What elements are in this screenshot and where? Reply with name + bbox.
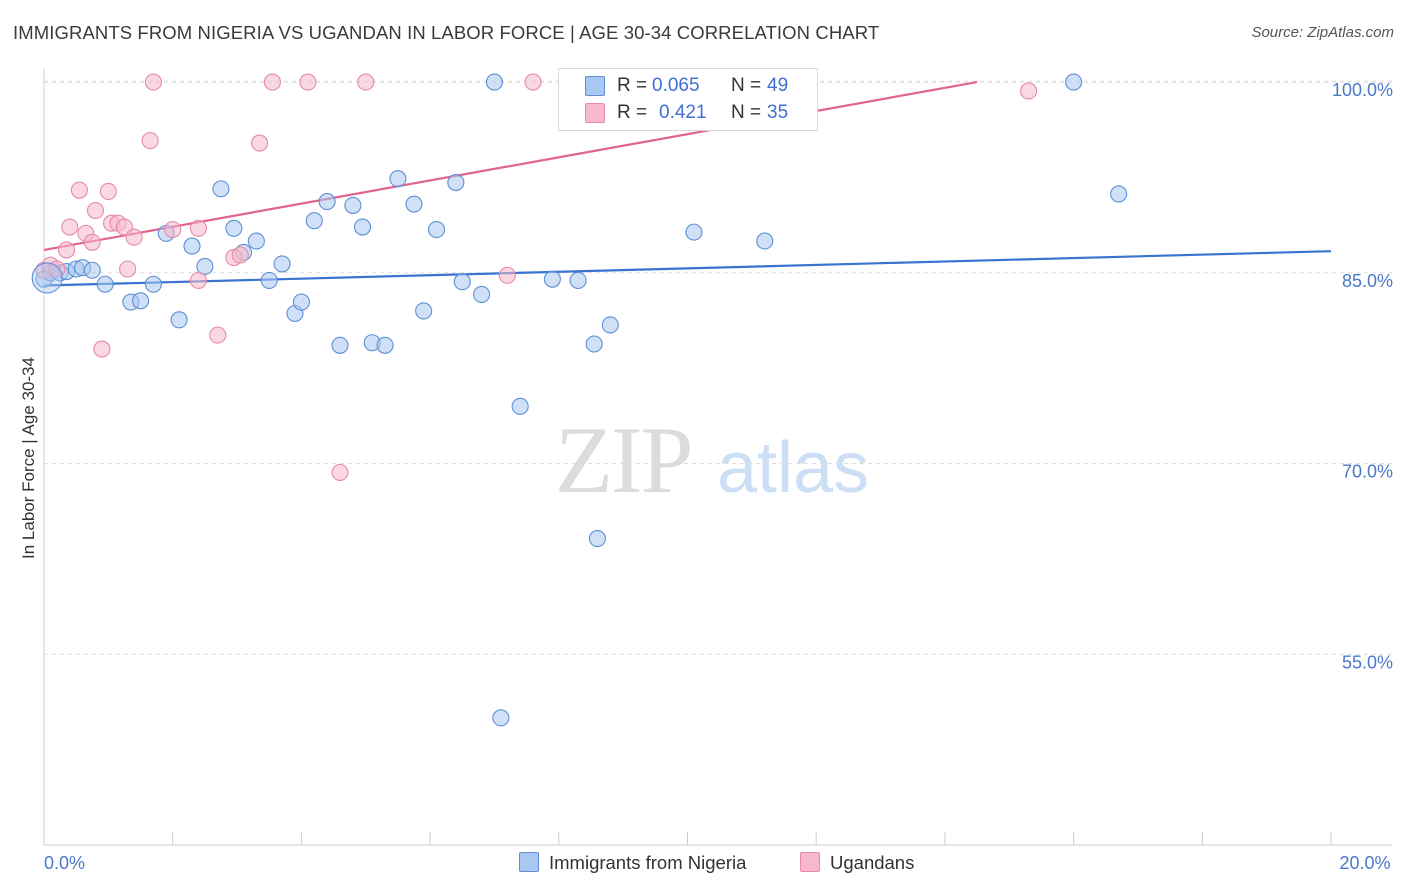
nigeria-point: [389, 170, 407, 188]
y-tick-label: 55.0%: [1342, 652, 1393, 672]
nigeria-point: [144, 275, 162, 293]
nigeria-point: [170, 311, 188, 329]
ugandans-point: [86, 201, 105, 220]
nigeria-point: [305, 212, 323, 230]
ugandans-point: [164, 221, 182, 239]
ugandans-point: [498, 266, 516, 284]
ugandans-point: [209, 326, 227, 344]
nigeria-point: [353, 218, 372, 236]
nigeria-point: [183, 237, 201, 255]
trend-line: [43, 250, 1332, 287]
y-axis-label: In Labor Force | Age 30-34: [19, 357, 38, 559]
bottom-legend-swatch-nigeria: [519, 852, 539, 872]
nigeria-point: [585, 335, 603, 353]
ugandans-point: [61, 218, 79, 236]
legend-n-value: 35: [767, 102, 789, 123]
nigeria-point: [588, 530, 606, 548]
x-tick-label: 0.0%: [44, 853, 85, 873]
ugandans-point: [189, 219, 207, 237]
nigeria-point: [485, 73, 504, 91]
nigeria-point: [212, 180, 230, 198]
bottom-legend-label-nigeria: Immigrants from Nigeria: [549, 852, 747, 873]
legend-r-value: 0.065: [652, 75, 700, 96]
ugandans-point: [263, 73, 281, 91]
nigeria-point: [415, 302, 433, 320]
nigeria-point: [447, 173, 465, 192]
legend-n-value: 49: [767, 75, 789, 96]
nigeria-point: [427, 221, 446, 239]
chart-title: IMMIGRANTS FROM NIGERIA VS UGANDAN IN LA…: [13, 22, 880, 43]
ugandans-point: [144, 73, 162, 91]
nigeria-point: [225, 219, 243, 237]
y-tick-label: 85.0%: [1342, 271, 1393, 291]
nigeria-point: [318, 193, 336, 211]
nigeria-point: [273, 255, 291, 273]
correlation-legend: R = 0.065 N = 49 R = 0.421 N = 35: [558, 68, 818, 131]
bottom-legend-ugandans[interactable]: Ugandans: [800, 852, 914, 874]
ugandans-point: [125, 228, 143, 246]
bottom-legend-swatch-ugandans: [800, 852, 820, 872]
ugandans-point: [119, 260, 137, 278]
nigeria-point: [685, 223, 703, 241]
x-tick-label: 20.0%: [1339, 853, 1390, 873]
nigeria-point: [131, 292, 150, 310]
ugandans-point: [83, 233, 101, 251]
y-tick-label: 100.0%: [1332, 80, 1393, 100]
legend-n-label: N =: [731, 75, 762, 96]
nigeria-point: [344, 196, 362, 214]
y-tick-label: 70.0%: [1342, 462, 1393, 482]
bottom-legend-nigeria[interactable]: Immigrants from Nigeria: [519, 852, 746, 874]
ugandans-point: [141, 132, 159, 150]
ugandans-point: [99, 182, 117, 200]
nigeria-point: [756, 232, 774, 250]
nigeria-point: [96, 275, 114, 293]
ugandans-point: [251, 134, 269, 152]
nigeria-cluster-point: [31, 262, 63, 294]
ugandans-point: [57, 241, 76, 259]
nigeria-point: [601, 316, 619, 334]
nigeria-point: [511, 397, 529, 415]
ugandans-point: [357, 73, 375, 91]
nigeria-point: [260, 271, 278, 289]
nigeria-point: [292, 293, 310, 311]
nigeria-point: [196, 257, 214, 275]
ugandans-point: [231, 246, 249, 264]
watermark-atlas: atlas: [717, 428, 869, 508]
watermark-zip: ZIP: [555, 407, 692, 513]
ugandans-point: [70, 181, 88, 199]
nigeria-point: [405, 195, 423, 213]
nigeria-point: [543, 270, 561, 288]
legend-r-label: R =: [617, 75, 648, 96]
ugandans-point: [524, 73, 542, 91]
nigeria-point: [1110, 185, 1128, 203]
ugandans-point: [189, 271, 207, 289]
nigeria-point: [331, 336, 349, 354]
nigeria-point: [83, 261, 101, 279]
nigeria-point: [453, 273, 471, 291]
nigeria-point: [247, 232, 265, 250]
nigeria-point: [473, 285, 491, 303]
nigeria-point: [1065, 73, 1083, 91]
legend-n-label: N =: [731, 102, 762, 123]
bottom-legend-label-ugandans: Ugandans: [830, 852, 915, 873]
ugandans-point: [331, 463, 349, 481]
nigeria-point: [569, 271, 587, 289]
nigeria-point: [492, 709, 510, 727]
ugandans-point: [93, 340, 111, 358]
legend-r-value: 0.421: [659, 102, 707, 123]
nigeria-point: [376, 336, 394, 354]
trend-line: [43, 80, 978, 251]
source-label: Source: ZipAtlas.com: [1251, 24, 1394, 41]
ugandans-point: [299, 73, 317, 91]
legend-r-label: R =: [617, 102, 648, 123]
ugandans-point: [1020, 82, 1038, 100]
legend-swatch-nigeria: [585, 76, 605, 96]
legend-swatch-ugandans: [585, 103, 605, 123]
